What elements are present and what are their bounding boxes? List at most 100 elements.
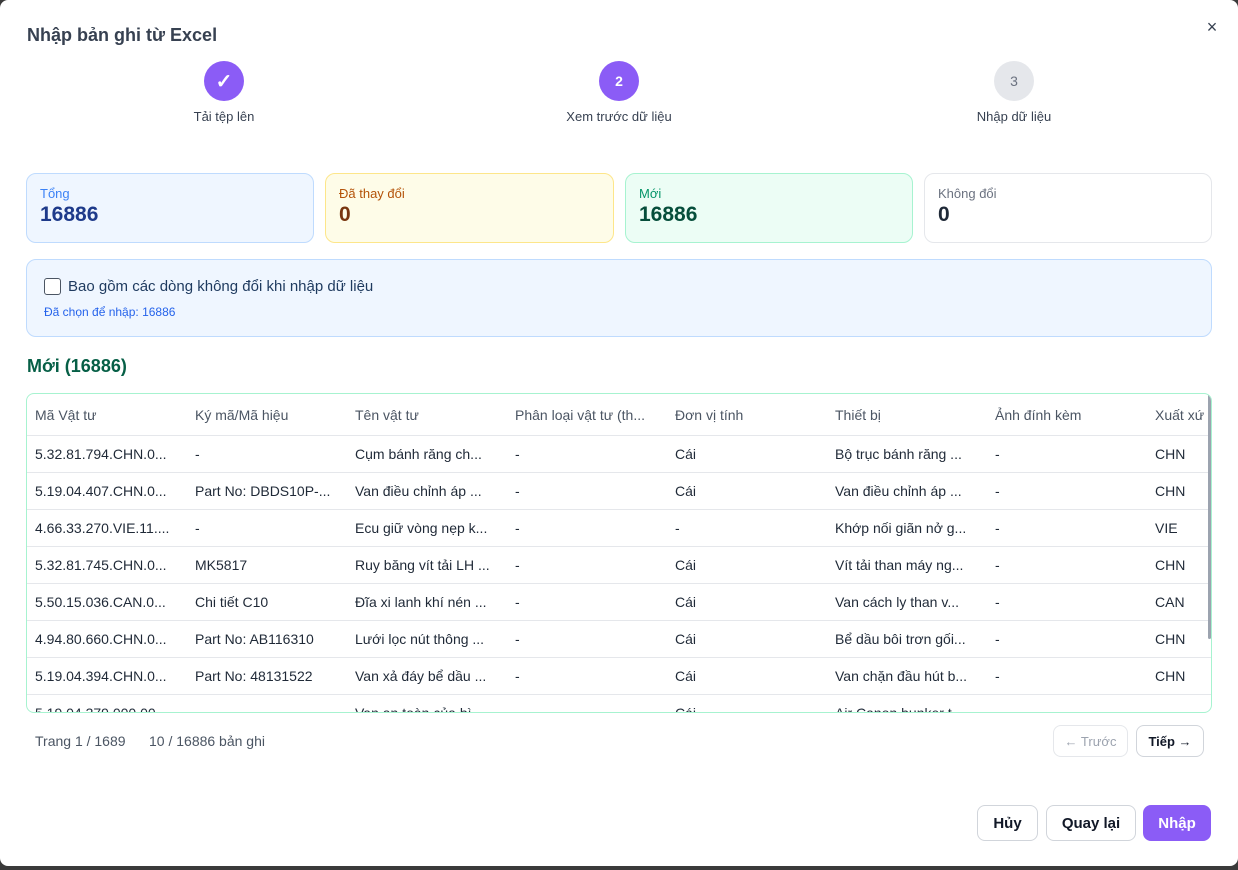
- stat-label: Không đổi: [938, 186, 997, 201]
- table-row[interactable]: 5.32.81.745.CHN.0... MK5817 Ruy băng vít t…: [27, 547, 1211, 584]
- table-cell: CHN: [1155, 557, 1186, 573]
- preview-table[interactable]: Mã Vật tư Ký mã/Mã hiệu Tên vật tư Phân loạ…: [26, 393, 1212, 713]
- stat-changed: Đã thay đổi 0: [325, 173, 614, 243]
- table-cell: Khớp nối giãn nở g...: [835, 520, 967, 536]
- table-cell: CHN: [1155, 631, 1186, 647]
- section-title: Mới (16886): [27, 356, 127, 376]
- table-cell: Cái: [675, 668, 697, 684]
- table-row[interactable]: 5.19.04.394.CHN.0... Part No: 48131522 Van…: [27, 658, 1211, 695]
- step-label: Tải tệp lên: [193, 109, 255, 124]
- table-cell: 5.19.04.394.CHN.0...: [35, 668, 167, 684]
- table-cell: 4.66.33.270.VIE.11....: [35, 520, 170, 536]
- table-cell: CHN: [1155, 668, 1186, 684]
- include-unchanged-panel: Bao gồm các dòng không đổi khi nhập dữ l…: [26, 259, 1212, 337]
- table-cell: Van an toàn của bì...: [355, 705, 484, 713]
- column-header[interactable]: Phân loại vật tư (th...: [515, 406, 645, 423]
- include-unchanged-checkbox[interactable]: [44, 278, 61, 295]
- column-header[interactable]: Xuất xứ: [1155, 406, 1205, 423]
- table-cell: -: [515, 705, 520, 713]
- stat-value: 0: [938, 203, 950, 226]
- table-cell: Van cách ly than v...: [835, 594, 959, 610]
- stat-label: Mới: [639, 186, 662, 201]
- table-cell: Cái: [675, 705, 697, 713]
- column-header[interactable]: Đơn vị tính: [675, 406, 744, 423]
- table-cell: Air Canon bunker t...: [835, 705, 964, 713]
- table-cell: Ruy băng vít tải LH ...: [355, 557, 490, 573]
- step-upload: ✓ Tải tệp lên: [124, 61, 324, 124]
- table-row[interactable]: 4.94.80.660.CHN.0... Part No: AB116310 Lướ…: [27, 621, 1211, 658]
- table-row[interactable]: 5.50.15.036.CAN.0... Chi tiết C10 Đĩa xi l…: [27, 584, 1211, 621]
- table-cell: Van xả đáy bể dầu ...: [355, 668, 487, 684]
- table-cell: -: [995, 446, 1000, 462]
- dialog-title: Nhập bản ghi từ Excel: [27, 25, 218, 45]
- table-cell: -: [515, 631, 520, 647]
- table-cell: -: [515, 446, 520, 462]
- table-row[interactable]: 4.66.33.270.VIE.11.... - Ecu giữ vòng nẹp …: [27, 510, 1211, 547]
- table-row[interactable]: 5.19.04.407.CHN.0... Part No: DBDS10P-...…: [27, 473, 1211, 510]
- table-cell: Part No: DBDS10P-...: [195, 483, 331, 499]
- cancel-button[interactable]: Hủy: [977, 805, 1038, 841]
- table-cell: -: [1155, 705, 1160, 713]
- table-cell: Cái: [675, 557, 697, 573]
- table-cell: Bể dầu bôi trơn gối...: [835, 631, 966, 647]
- table-cell: Đĩa xi lanh khí nén ...: [355, 594, 487, 610]
- stat-new: Mới 16886: [625, 173, 913, 243]
- step-number: 2: [599, 61, 639, 101]
- table-body: 5.32.81.794.CHN.0... - Cụm bánh răng ch...…: [27, 436, 1211, 713]
- column-header[interactable]: Ảnh đính kèm: [995, 406, 1082, 423]
- table-cell: Cái: [675, 631, 697, 647]
- table-cell: -: [195, 520, 200, 536]
- table-cell: MK5817: [195, 557, 248, 573]
- table-cell: -: [995, 557, 1000, 573]
- table-cell: Cái: [675, 594, 697, 610]
- close-icon[interactable]: ×: [1206, 17, 1218, 37]
- table-cell: Cái: [675, 446, 697, 462]
- column-header[interactable]: Tên vật tư: [355, 406, 419, 423]
- step-number: 3: [994, 61, 1034, 101]
- table-cell: Ecu giữ vòng nẹp k...: [355, 520, 488, 536]
- table-cell: 5.19.04.379.000.00...: [35, 705, 168, 713]
- table-cell: Van điều chỉnh áp ...: [835, 483, 962, 499]
- step-label: Xem trước dữ liệu: [566, 109, 672, 124]
- stat-label: Đã thay đổi: [339, 186, 405, 201]
- table-cell: VIE: [1155, 520, 1178, 536]
- table-cell: -: [515, 668, 520, 684]
- include-unchanged-label[interactable]: Bao gồm các dòng không đổi khi nhập dữ l…: [68, 278, 374, 295]
- table-row[interactable]: 5.32.81.794.CHN.0... - Cụm bánh răng ch...…: [27, 436, 1211, 473]
- table-scrollbar[interactable]: [1208, 394, 1211, 639]
- stat-total: Tổng 16886: [26, 173, 314, 243]
- table-cell: -: [195, 705, 200, 713]
- table-row[interactable]: 5.19.04.379.000.00... - Van an toàn của bì…: [27, 695, 1211, 713]
- table-cell: Lưới lọc nút thông ...: [355, 631, 485, 647]
- table-cell: Bộ trục bánh răng ...: [835, 446, 962, 462]
- table-cell: -: [195, 446, 200, 462]
- table-cell: -: [515, 557, 520, 573]
- table-cell: -: [995, 668, 1000, 684]
- stat-value: 16886: [40, 203, 99, 226]
- table-cell: -: [995, 594, 1000, 610]
- prev-page-button[interactable]: ← Trước: [1053, 725, 1128, 757]
- column-header[interactable]: Thiết bị: [835, 406, 881, 423]
- table-cell: Van điều chỉnh áp ...: [355, 483, 482, 499]
- table-cell: 4.94.80.660.CHN.0...: [35, 631, 167, 647]
- check-icon: ✓: [204, 61, 244, 101]
- stat-unchanged: Không đổi 0: [924, 173, 1212, 243]
- table-cell: CHN: [1155, 446, 1186, 462]
- table-cell: CAN: [1155, 594, 1185, 610]
- column-header[interactable]: Mã Vật tư: [35, 406, 97, 423]
- step-preview: 2 Xem trước dữ liệu: [519, 61, 719, 124]
- back-button[interactable]: Quay lại: [1046, 805, 1136, 841]
- table-cell: 5.32.81.794.CHN.0...: [35, 446, 167, 462]
- table-cell: -: [515, 520, 520, 536]
- table-cell: Chi tiết C10: [195, 594, 269, 610]
- table-cell: -: [515, 483, 520, 499]
- table-cell: Cụm bánh răng ch...: [355, 446, 482, 462]
- next-page-button[interactable]: Tiếp →: [1136, 725, 1204, 757]
- table-cell: Part No: 48131522: [195, 668, 313, 684]
- records-indicator: 10 / 16886 bản ghi: [149, 733, 265, 749]
- table-cell: 5.50.15.036.CAN.0...: [35, 594, 166, 610]
- table-cell: Vít tải than máy ng...: [835, 557, 964, 573]
- import-button[interactable]: Nhập: [1143, 805, 1211, 841]
- column-header[interactable]: Ký mã/Mã hiệu: [195, 406, 289, 423]
